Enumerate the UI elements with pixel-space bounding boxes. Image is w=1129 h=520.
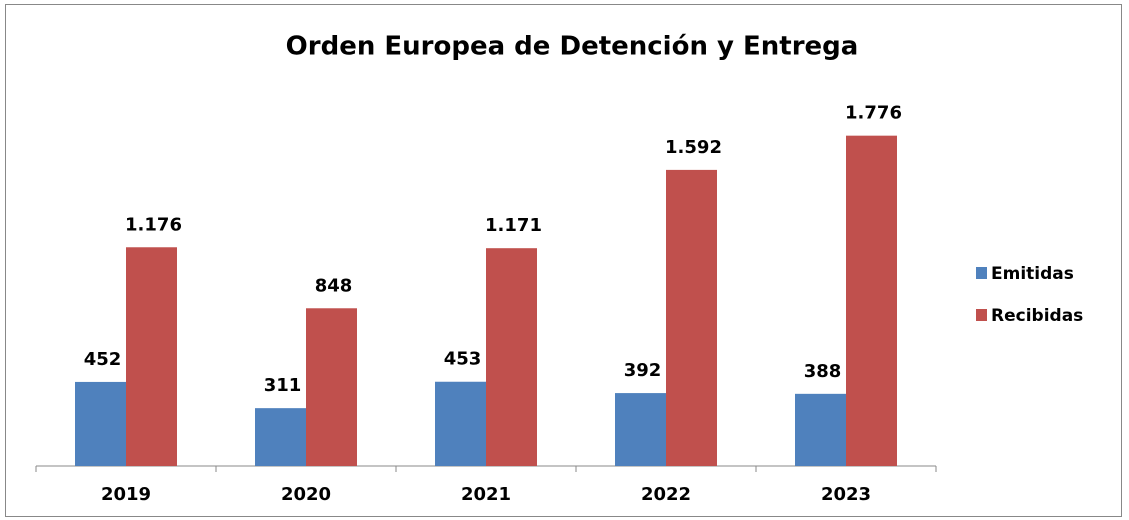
bar <box>126 247 177 466</box>
data-label: 1.176 <box>125 214 182 235</box>
legend-label: Recibidas <box>991 306 1083 326</box>
bar <box>486 248 537 466</box>
x-tick-label: 2021 <box>461 484 511 505</box>
bar <box>666 169 717 466</box>
x-tick-label: 2022 <box>641 484 691 505</box>
data-label: 388 <box>804 361 842 382</box>
data-label: 392 <box>624 360 662 381</box>
bar <box>435 381 486 466</box>
bar <box>615 393 666 466</box>
bar <box>795 393 846 466</box>
legend-swatch <box>976 267 987 279</box>
x-tick-label: 2020 <box>281 484 331 505</box>
data-label: 848 <box>315 275 353 296</box>
x-tick-label: 2019 <box>101 484 151 505</box>
legend-label: Emitidas <box>991 264 1074 284</box>
bar <box>846 135 897 466</box>
bar <box>255 408 306 466</box>
bar <box>75 381 126 466</box>
data-label: 453 <box>444 349 482 370</box>
x-tick-label: 2023 <box>821 484 871 505</box>
bar <box>306 308 357 466</box>
data-label: 311 <box>264 375 302 396</box>
chart-frame <box>5 4 1122 517</box>
data-label: 1.171 <box>485 215 542 236</box>
data-label: 1.776 <box>845 103 902 124</box>
legend-swatch <box>976 309 987 321</box>
chart-title: Orden Europea de Detención y Entrega <box>286 32 859 62</box>
data-label: 452 <box>84 349 122 370</box>
data-label: 1.592 <box>665 137 722 158</box>
